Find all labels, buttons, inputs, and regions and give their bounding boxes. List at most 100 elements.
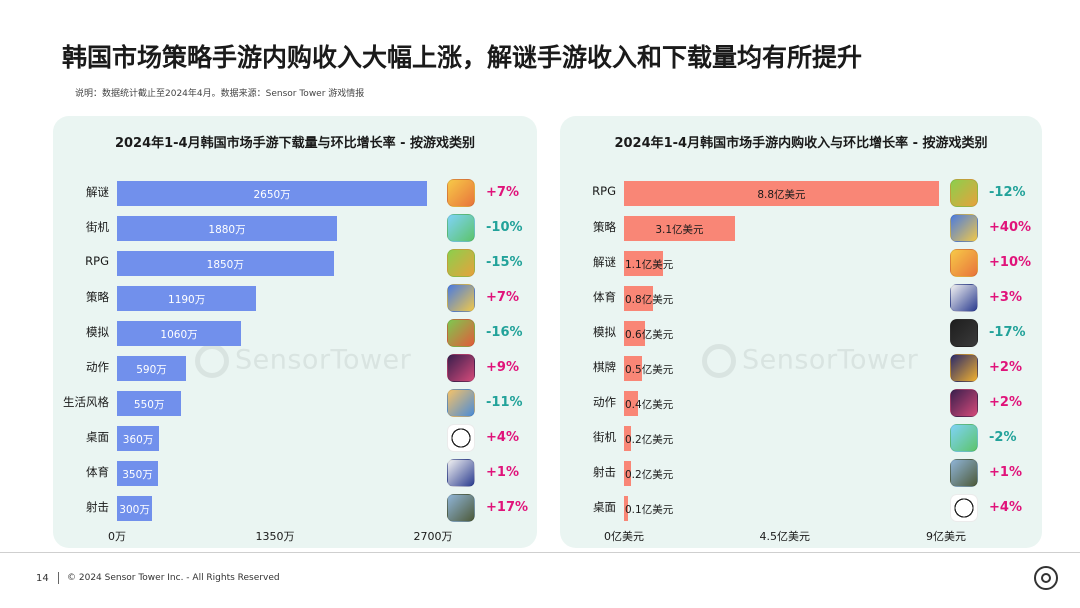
category-label: 动作 [86,360,109,374]
shooter-game-icon [950,459,978,487]
chart-row: 解谜 1.1亿美元 +10% [560,246,1042,281]
chart-row: 解谜 2650万 +7% [53,176,537,211]
bar [624,181,939,206]
bar-value-label: 2650万 [253,189,291,201]
growth-rate-label: +3% [989,290,1022,305]
chart-row: 策略 1190万 +7% [53,281,537,316]
growth-rate-label: +40% [989,220,1032,235]
chart-row: 体育 350万 +1% [53,456,537,491]
growth-rate-label: -2% [989,430,1017,445]
bar [117,216,338,241]
category-label: 动作 [593,395,616,409]
puzzle-game-icon [447,179,475,207]
footer-separator [58,572,59,584]
page-number: 14 [36,573,49,584]
data-source-note: 说明：数据统计截止至2024年4月。数据来源：Sensor Tower 游戏情报 [75,89,365,99]
chart-row: 动作 590万 +9% [53,351,537,386]
category-label: 解谜 [86,185,109,199]
category-label: 棋牌 [593,360,616,374]
puzzle-game-icon [950,249,978,277]
growth-rate-label: +4% [989,500,1022,515]
revenue-chart-panel: 2024年1-4月韩国市场手游内购收入与环比增长率 - 按游戏类别 Sensor… [560,116,1042,548]
x-tick-label: 2700万 [413,530,453,543]
bar-value-label: 1880万 [208,224,246,236]
x-tick-label: 0亿美元 [604,530,644,543]
chart-row: 棋牌 0.5亿美元 +2% [560,351,1042,386]
growth-rate-label: -10% [486,220,523,235]
bar-value-label: 8.8亿美元 [757,189,806,201]
bar-value-label: 360万 [122,434,154,446]
rpg-game-icon [447,249,475,277]
category-label: 桌面 [86,430,109,444]
chart-row: 射击 300万 +17% [53,491,537,526]
board-game-icon [447,424,475,452]
bar [117,426,160,451]
x-tick-label: 1350万 [255,530,295,543]
x-tick-label: 4.5亿美元 [759,530,811,543]
chart-row: RPG 8.8亿美元 -12% [560,176,1042,211]
sensortower-logo-icon [1034,566,1058,590]
bar-value-label: 0.8亿美元 [625,294,674,306]
chart-row: 射击 0.2亿美元 +1% [560,456,1042,491]
roblox-icon [950,319,978,347]
footer-divider [0,552,1080,553]
bar-value-label: 0.1亿美元 [625,504,674,516]
card-game-icon [950,354,978,382]
growth-rate-label: +1% [486,465,519,480]
chart-row: 街机 0.2亿美元 -2% [560,421,1042,456]
board-game-icon [950,494,978,522]
bar [117,251,334,276]
bar [624,286,653,311]
growth-rate-label: +9% [486,360,519,375]
category-label: 射击 [593,465,616,479]
growth-rate-label: +17% [486,500,529,515]
category-label: 生活风格 [63,395,109,409]
bar [624,251,664,276]
chart-row: 策略 3.1亿美元 +40% [560,211,1042,246]
bar [624,496,628,521]
bar [117,391,182,416]
downloads-chart-title: 2024年1-4月韩国市场手游下载量与环比增长率 - 按游戏类别 [114,136,476,151]
category-label: 街机 [593,430,616,444]
shooter-game-icon [447,494,475,522]
watermark-left: SensorTower [195,344,411,378]
chart-row: 桌面 360万 +4% [53,421,537,456]
bar-value-label: 550万 [133,399,165,411]
action-game-icon [950,389,978,417]
action-game-icon [447,354,475,382]
category-label: RPG [592,184,616,198]
category-label: 模拟 [593,325,616,339]
chart-row: 模拟 0.6亿美元 -17% [560,316,1042,351]
bar-value-label: 0.4亿美元 [625,399,674,411]
strategy-game-icon [950,214,978,242]
category-label: 解谜 [593,255,616,269]
bar [624,321,646,346]
bar [117,496,153,521]
category-label: 体育 [86,465,109,479]
arcade-game-icon [447,214,475,242]
bar-value-label: 590万 [136,364,167,376]
growth-rate-label: -15% [486,255,523,270]
bar-value-label: 350万 [122,469,153,481]
bar-value-label: 0.2亿美元 [625,434,674,446]
category-label: 体育 [593,290,616,304]
growth-rate-label: +1% [989,465,1022,480]
growth-rate-label: +4% [486,430,519,445]
bar-value-label: 300万 [119,504,150,516]
watermark-right: SensorTower [702,344,918,378]
category-label: 策略 [86,290,109,304]
chart-row: 生活风格 550万 -11% [53,386,537,421]
bar [624,216,735,241]
category-label: RPG [85,254,109,268]
growth-rate-label: +2% [989,395,1022,410]
rpg-game-icon [950,179,978,207]
chart-row: 体育 0.8亿美元 +3% [560,281,1042,316]
sports-game-icon [447,459,475,487]
copyright-text: © 2024 Sensor Tower Inc. - All Rights Re… [67,573,280,583]
strategy-game-icon [447,284,475,312]
bar [117,356,187,381]
bar-value-label: 0.2亿美元 [625,469,674,481]
bar [117,181,428,206]
growth-rate-label: +10% [989,255,1032,270]
chart-row: 动作 0.4亿美元 +2% [560,386,1042,421]
